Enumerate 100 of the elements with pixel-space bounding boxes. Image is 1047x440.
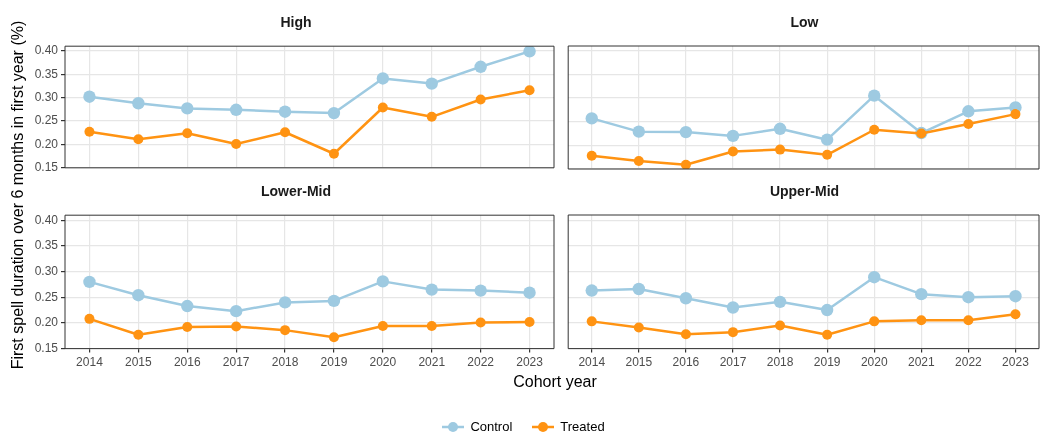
point [229, 304, 243, 318]
y-axis-title: First spell duration over 6 months in first year (%) [9, 20, 27, 370]
point [84, 313, 95, 324]
x-tick-label: 2014 [578, 355, 606, 370]
point [278, 105, 292, 118]
point [869, 124, 880, 135]
point [328, 332, 339, 343]
chart-title: High [279, 14, 313, 30]
legend-label: Treated [560, 419, 605, 434]
x-tick-label: 2022 [955, 355, 983, 370]
point [632, 282, 646, 296]
legend-label: Control [470, 419, 513, 434]
point [474, 284, 487, 297]
x-tick-label: 2023 [516, 355, 544, 370]
point [132, 289, 145, 302]
point [962, 105, 975, 118]
point [727, 327, 738, 338]
y-tick-label: 0.30 [34, 89, 59, 104]
point [83, 275, 96, 289]
y-tick-label: 0.35 [34, 66, 59, 81]
x-tick-label: 2017 [222, 355, 250, 370]
point [376, 72, 390, 85]
point [426, 111, 437, 122]
point [775, 320, 786, 331]
point [328, 148, 339, 159]
point [229, 103, 243, 117]
point [327, 106, 341, 120]
point [680, 159, 691, 169]
point [963, 315, 974, 326]
point [182, 322, 193, 333]
x-tick-label: 2020 [860, 355, 888, 370]
point [820, 133, 834, 146]
point [586, 316, 597, 327]
x-tick-label: 2015 [625, 355, 653, 370]
x-tick-label: 2020 [369, 355, 397, 370]
y-tick-label: 0.40 [34, 212, 59, 227]
point [679, 292, 693, 305]
x-tick-label: 2023 [1002, 355, 1030, 370]
y-tick-label: 0.25 [34, 113, 59, 128]
point [181, 102, 194, 115]
y-tick-label: 0.30 [34, 263, 59, 278]
point [632, 125, 646, 138]
chart-title: Low [789, 14, 820, 30]
point [773, 122, 787, 135]
point [585, 284, 598, 297]
point [820, 303, 834, 317]
y-tick-label: 0.15 [34, 340, 59, 355]
point [231, 138, 242, 149]
x-tick-label: 2019 [320, 355, 348, 370]
point [822, 149, 833, 160]
x-axis-title: Cohort year [513, 373, 597, 391]
point [915, 287, 928, 301]
point [377, 321, 388, 332]
y-tick-label: 0.25 [34, 289, 59, 304]
point [524, 85, 535, 96]
point [680, 329, 691, 340]
point [181, 299, 194, 313]
x-tick-label: 2016 [672, 355, 700, 370]
point [727, 146, 738, 157]
x-tick-label: 2017 [719, 355, 747, 370]
point [773, 295, 787, 309]
point [327, 294, 341, 308]
point [962, 291, 975, 304]
point [868, 89, 881, 102]
point [523, 46, 536, 58]
point [182, 128, 193, 139]
point [633, 155, 644, 166]
x-tick-label: 2018 [766, 355, 794, 370]
x-tick-label: 2022 [467, 355, 495, 370]
y-tick-label: 0.20 [34, 136, 59, 151]
x-tick-label: 2021 [418, 355, 446, 370]
point [869, 316, 880, 327]
point [1009, 289, 1022, 303]
y-tick-label: 0.20 [34, 315, 59, 330]
x-tick-label: 2016 [173, 355, 201, 370]
y-tick-label: 0.40 [34, 43, 59, 58]
x-tick-label: 2021 [907, 355, 935, 370]
point [633, 322, 644, 333]
point [475, 94, 486, 105]
point [916, 315, 927, 326]
x-tick-label: 2019 [813, 355, 841, 370]
point [679, 125, 693, 139]
point [278, 296, 292, 309]
point [132, 97, 145, 110]
y-tick-label: 0.15 [34, 160, 59, 175]
point [377, 102, 388, 113]
point [474, 60, 487, 73]
point [425, 77, 438, 90]
point [586, 150, 597, 161]
point [376, 275, 390, 288]
point [868, 270, 881, 284]
point [231, 321, 242, 332]
point [822, 329, 833, 340]
x-tick-label: 2014 [76, 355, 104, 370]
point [280, 127, 291, 138]
x-tick-label: 2015 [125, 355, 153, 370]
point [426, 321, 437, 332]
point [523, 286, 536, 299]
point [775, 144, 786, 155]
chart-title: Lower-Mid [260, 183, 332, 199]
